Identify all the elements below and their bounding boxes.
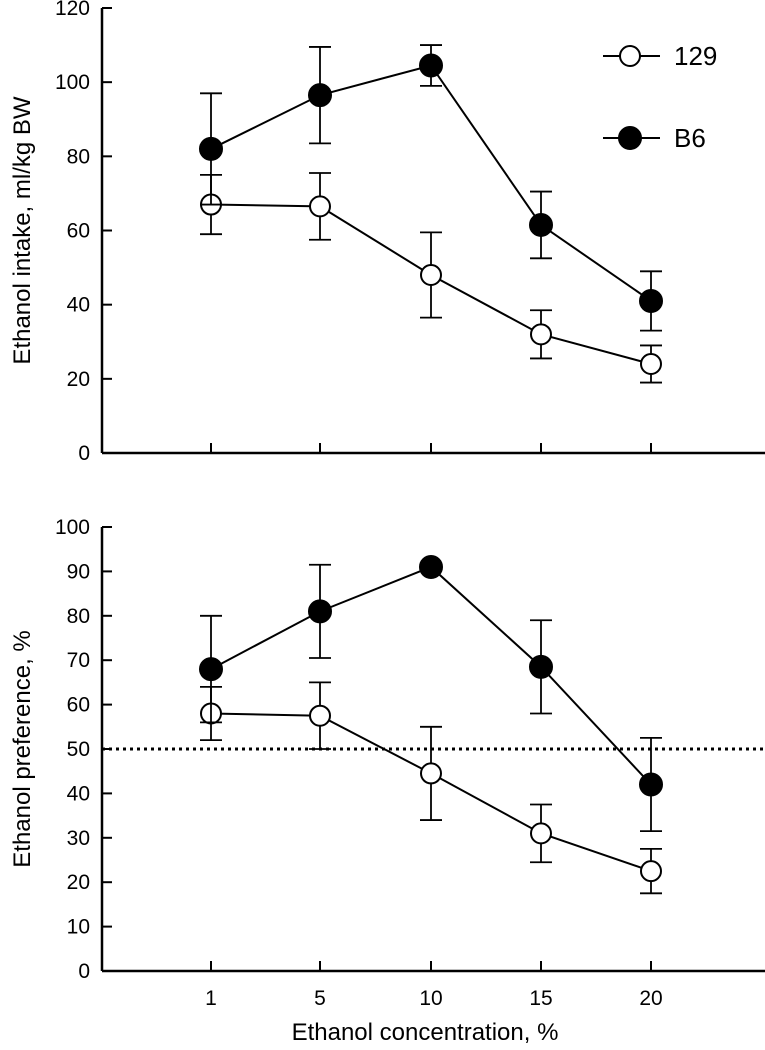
- point-129: [309, 195, 331, 218]
- point-129: [530, 323, 552, 346]
- y-tick-label: 80: [67, 145, 90, 168]
- y-axis-title: Ethanol preference, %: [9, 630, 36, 867]
- legend-item-129: 129: [603, 41, 717, 71]
- point-b6: [199, 657, 223, 682]
- point-b6: [308, 599, 332, 624]
- x-tick-label: 20: [639, 987, 662, 1010]
- point-b6: [529, 212, 553, 237]
- y-tick-label: 60: [67, 694, 90, 717]
- legend-label: B6: [674, 123, 706, 153]
- point-b6: [639, 288, 663, 313]
- y-tick-label: 40: [67, 782, 90, 805]
- y-tick-label: 20: [67, 871, 90, 894]
- y-tick-label: 50: [67, 738, 90, 761]
- y-tick-label: 40: [67, 294, 90, 317]
- y-tick-label: 120: [55, 0, 90, 20]
- legend-item-b6: B6: [603, 123, 706, 153]
- intake-panel: 0 20 40 60 80 100 120 Ethanol intake, ml/kg BW 1…: [9, 0, 765, 465]
- point-129: [530, 822, 552, 845]
- y-tick-label: 60: [67, 220, 90, 243]
- x-tick-label: 5: [314, 987, 326, 1010]
- x-tick-label: 10: [419, 987, 442, 1010]
- point-b6: [639, 772, 663, 797]
- point-b6: [529, 654, 553, 679]
- y-tick-label: 80: [67, 605, 90, 628]
- x-axis-title: Ethanol concentration, %: [292, 1019, 559, 1046]
- point-b6: [199, 136, 223, 161]
- y-axis-title: Ethanol intake, ml/kg BW: [9, 96, 36, 364]
- point-b6: [308, 83, 332, 108]
- y-tick-label: 70: [67, 649, 90, 672]
- filled-circle-icon: [618, 126, 642, 150]
- y-tick-label: 0: [78, 960, 90, 983]
- x-tick-label: 1: [205, 987, 217, 1010]
- y-tick-label: 100: [55, 516, 90, 539]
- point-129: [640, 860, 662, 883]
- y-tick-label: 90: [67, 560, 90, 583]
- point-129: [309, 704, 331, 727]
- point-129: [420, 264, 442, 286]
- y-tick-label: 100: [55, 71, 90, 94]
- y-tick-label: 0: [78, 442, 90, 465]
- y-tick-label: 30: [67, 827, 90, 850]
- open-circle-icon: [619, 45, 641, 67]
- point-129: [640, 353, 662, 375]
- point-b6: [419, 53, 443, 78]
- point-129: [420, 762, 442, 785]
- x-tick-label: 15: [529, 987, 552, 1010]
- y-tick-label: 20: [67, 368, 90, 391]
- y-tick-label: 10: [67, 916, 90, 939]
- point-b6: [419, 554, 443, 579]
- legend-label: 129: [674, 41, 717, 71]
